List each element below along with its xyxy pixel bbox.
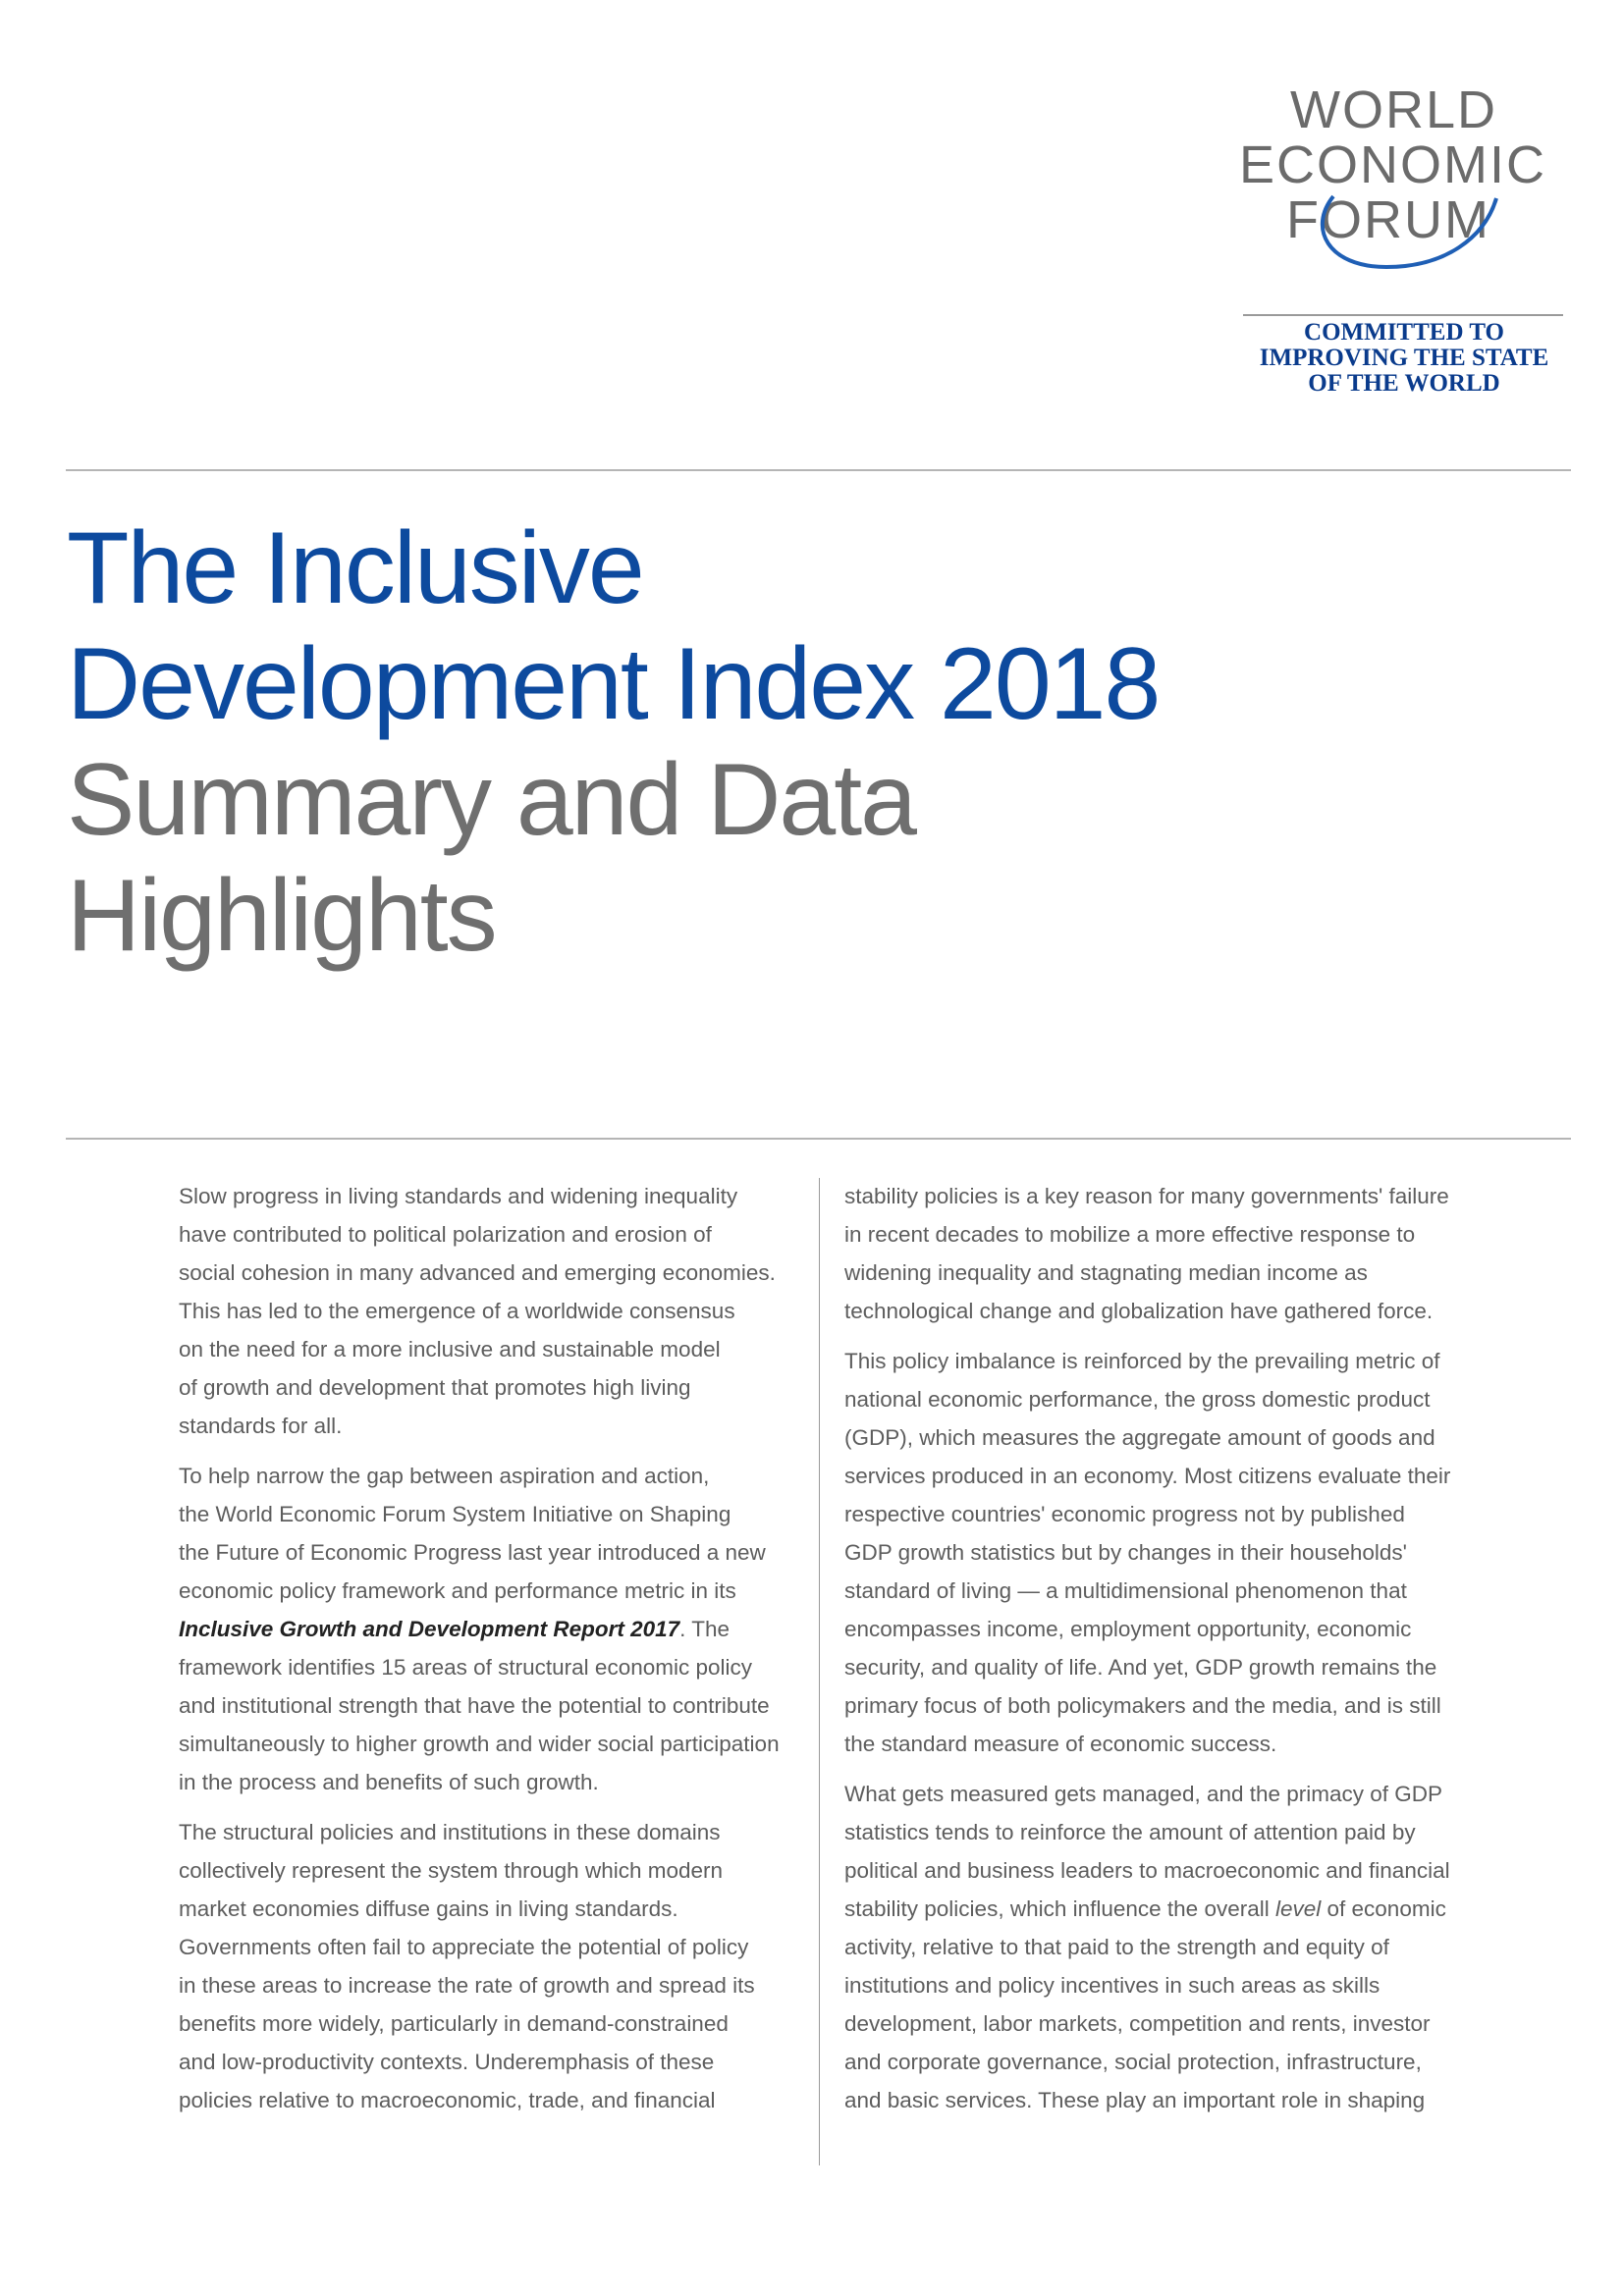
wef-logo-graphic: WORLD ECONOMIC FORUM xyxy=(1239,80,1546,270)
logo-line-economic: ECONOMIC xyxy=(1239,135,1546,194)
paragraph-6: What gets measured gets managed, and the… xyxy=(844,1775,1492,2119)
text-line: in the process and benefits of such grow… xyxy=(179,1770,599,1794)
tagline-line: COMMITTED TO xyxy=(1304,319,1504,346)
text-fragment: . The xyxy=(679,1617,731,1641)
wef-logo: WORLD ECONOMIC FORUM xyxy=(1239,80,1563,277)
text-line: Inclusive Growth and Development Report … xyxy=(179,1610,807,1648)
text-line: the standard measure of economic success… xyxy=(844,1732,1277,1756)
body-column-left: Slow progress in living standards and wi… xyxy=(179,1177,807,2131)
tagline-line: OF THE WORLD xyxy=(1308,370,1500,397)
text-line: market economies diffuse gains in living… xyxy=(179,1896,678,1921)
text-line: simultaneously to higher growth and wide… xyxy=(179,1732,780,1756)
paragraph-3: The structural policies and institutions… xyxy=(179,1813,807,2119)
logo-divider xyxy=(1243,314,1563,316)
text-line: and low-productivity contexts. Underemph… xyxy=(179,2050,715,2074)
text-line: economic policy framework and performanc… xyxy=(179,1578,736,1603)
text-line: services produced in an economy. Most ci… xyxy=(844,1464,1451,1488)
paragraph-4: stability policies is a key reason for m… xyxy=(844,1177,1492,1330)
paragraph-2: To help narrow the gap between aspiratio… xyxy=(179,1457,807,1801)
text-line: widening inequality and stagnating media… xyxy=(844,1260,1368,1285)
text-line: (GDP), which measures the aggregate amou… xyxy=(844,1425,1435,1450)
text-line: the World Economic Forum System Initiati… xyxy=(179,1502,731,1526)
text-line: activity, relative to that paid to the s… xyxy=(844,1935,1389,1959)
logo-arc xyxy=(1320,194,1498,270)
text-line: and institutional strength that have the… xyxy=(179,1693,770,1718)
text-line: stability policies, which influence the … xyxy=(844,1890,1492,1928)
text-line: framework identifies 15 areas of structu… xyxy=(179,1655,753,1680)
column-divider xyxy=(819,1178,820,2165)
text-line: collectively represent the system throug… xyxy=(179,1858,724,1883)
text-line: development, labor markets, competition … xyxy=(844,2011,1431,2036)
text-line: What gets measured gets managed, and the… xyxy=(844,1782,1443,1806)
text-fragment: of economic xyxy=(1321,1896,1446,1921)
text-line: and basic services. These play an import… xyxy=(844,2088,1426,2112)
text-line: and corporate governance, social protect… xyxy=(844,2050,1422,2074)
text-line: national economic performance, the gross… xyxy=(844,1387,1431,1412)
page-title: The Inclusive Development Index 2018 Sum… xyxy=(67,510,1490,974)
text-line: social cohesion in many advanced and eme… xyxy=(179,1260,776,1285)
text-line: policies relative to macroeconomic, trad… xyxy=(179,2088,716,2112)
text-line: security, and quality of life. And yet, … xyxy=(844,1655,1437,1680)
text-line: primary focus of both policymakers and t… xyxy=(844,1693,1441,1718)
title-line-1: The Inclusive xyxy=(67,511,645,625)
text-line: stability policies is a key reason for m… xyxy=(844,1184,1449,1208)
emphasized-word: level xyxy=(1274,1896,1322,1921)
text-line: have contributed to political polarizati… xyxy=(179,1222,712,1247)
tagline-line: IMPROVING THE STATE xyxy=(1259,345,1549,371)
text-line: benefits more widely, particularly in de… xyxy=(179,2011,729,2036)
text-line: in these areas to increase the rate of g… xyxy=(179,1973,755,1998)
text-line: political and business leaders to macroe… xyxy=(844,1858,1450,1883)
text-line: Slow progress in living standards and wi… xyxy=(179,1184,738,1208)
text-line: on the need for a more inclusive and sus… xyxy=(179,1337,721,1362)
text-line: The structural policies and institutions… xyxy=(179,1820,721,1844)
text-fragment: stability policies, which influence the … xyxy=(844,1896,1275,1921)
subtitle-line-2: Highlights xyxy=(67,859,498,973)
text-line: standards for all. xyxy=(179,1414,343,1438)
text-line: encompasses income, employment opportuni… xyxy=(844,1617,1412,1641)
tagline: COMMITTED TO IMPROVING THE STATE OF THE … xyxy=(1218,320,1591,397)
text-line: of growth and development that promotes … xyxy=(179,1375,691,1400)
text-line: This has led to the emergence of a world… xyxy=(179,1299,735,1323)
paragraph-5: This policy imbalance is reinforced by t… xyxy=(844,1342,1492,1763)
paragraph-1: Slow progress in living standards and wi… xyxy=(179,1177,807,1445)
logo-line-world: WORLD xyxy=(1290,80,1497,139)
text-line: the Future of Economic Progress last yea… xyxy=(179,1540,766,1565)
top-rule xyxy=(66,469,1571,471)
text-line: GDP growth statistics but by changes in … xyxy=(844,1540,1407,1565)
report-title-reference: Inclusive Growth and Development Report … xyxy=(179,1617,680,1641)
text-line: This policy imbalance is reinforced by t… xyxy=(844,1349,1440,1373)
text-line: Governments often fail to appreciate the… xyxy=(179,1935,749,1959)
text-line: statistics tends to reinforce the amount… xyxy=(844,1820,1416,1844)
text-line: technological change and globalization h… xyxy=(844,1299,1434,1323)
subtitle-line-1: Summary and Data xyxy=(67,743,917,857)
text-line: To help narrow the gap between aspiratio… xyxy=(179,1464,710,1488)
text-line: in recent decades to mobilize a more eff… xyxy=(844,1222,1416,1247)
title-line-2: Development Index 2018 xyxy=(67,627,1161,741)
text-line: institutions and policy incentives in su… xyxy=(844,1973,1380,1998)
body-column-right: stability policies is a key reason for m… xyxy=(844,1177,1492,2131)
mid-rule xyxy=(66,1138,1571,1140)
text-line: respective countries' economic progress … xyxy=(844,1502,1405,1526)
text-line: standard of living — a multidimensional … xyxy=(844,1578,1407,1603)
logo-line-forum: FORUM xyxy=(1286,190,1490,249)
